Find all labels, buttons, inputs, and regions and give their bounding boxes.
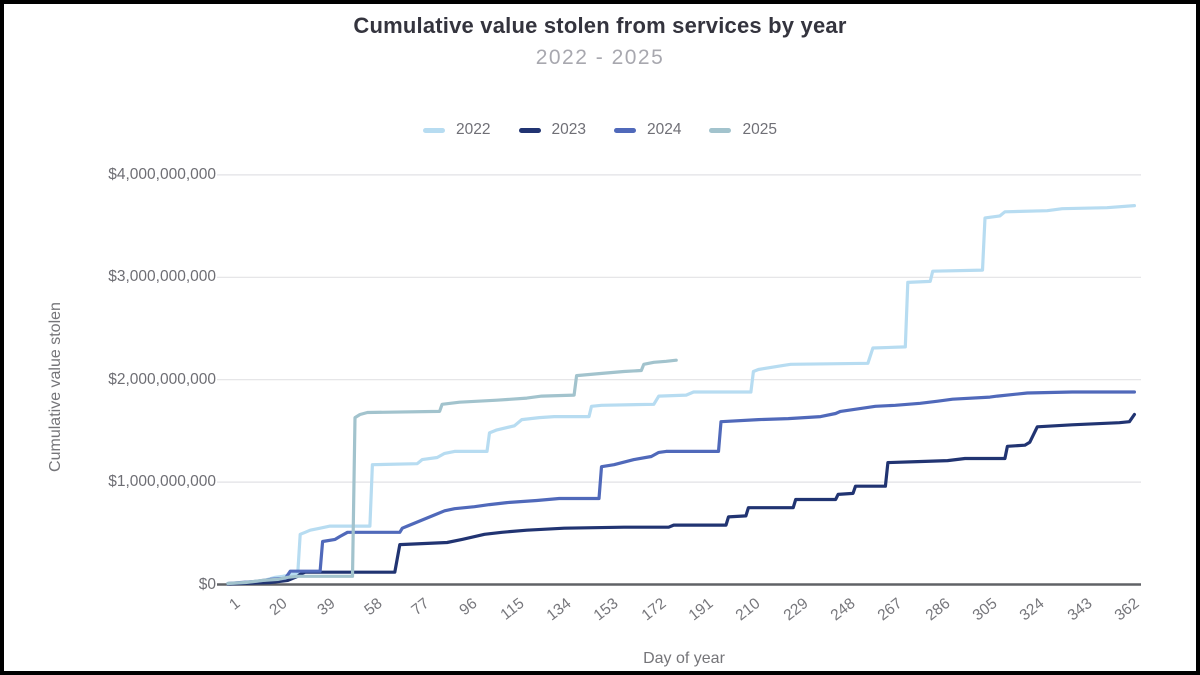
chart-title: Cumulative value stolen from services by… — [353, 13, 847, 38]
legend-item-2025[interactable]: 2025 — [709, 121, 777, 139]
series-line-2025[interactable] — [226, 358, 678, 586]
legend-item-2023[interactable]: 2023 — [518, 121, 586, 139]
legend-label: 2025 — [742, 121, 777, 138]
plot-canvas — [217, 174, 1141, 586]
y-tick-label: $0 — [198, 575, 216, 593]
chart-subtitle: 2022 - 2025 — [535, 46, 665, 69]
legend-label: 2024 — [647, 121, 682, 138]
legend: 2022 2023 2024 2025 — [4, 121, 1196, 139]
y-tick-label: $3,000,000,000 — [108, 268, 216, 286]
legend-item-2024[interactable]: 2024 — [614, 121, 681, 139]
legend-swatch-icon — [423, 127, 446, 133]
series-line-2023[interactable] — [226, 412, 1137, 586]
series-line-2024[interactable] — [226, 390, 1137, 586]
series-line-2022[interactable] — [226, 204, 1137, 586]
x-axis-title: Day of year — [643, 650, 725, 667]
y-tick-label: $1,000,000,000 — [108, 473, 216, 491]
legend-label: 2022 — [456, 121, 491, 138]
legend-item-2022[interactable]: 2022 — [423, 121, 491, 139]
legend-label: 2023 — [551, 121, 586, 138]
y-tick-label: $2,000,000,000 — [108, 370, 216, 388]
legend-swatch-icon — [518, 127, 541, 133]
legend-swatch-icon — [614, 127, 636, 133]
y-tick-label: $4,000,000,000 — [108, 165, 216, 183]
y-axis-title: Cumulative value stolen — [47, 302, 64, 472]
legend-swatch-icon — [709, 127, 732, 133]
